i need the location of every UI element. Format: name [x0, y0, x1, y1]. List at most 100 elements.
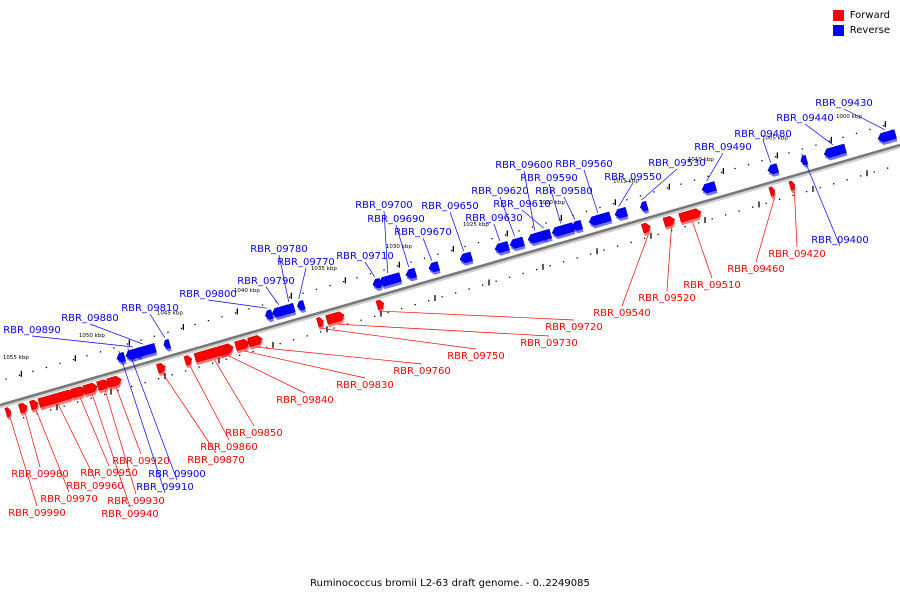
- gene-label[interactable]: RBR_09860: [200, 442, 258, 453]
- gene-label[interactable]: RBR_09430: [815, 98, 873, 109]
- gene-label[interactable]: RBR_09990: [8, 508, 66, 519]
- gene-label[interactable]: RBR_09970: [40, 494, 98, 505]
- gene-arrow[interactable]: [18, 402, 29, 416]
- gene-label[interactable]: RBR_09610: [493, 199, 551, 210]
- gene-arrow[interactable]: [768, 186, 777, 200]
- gene-leader-line: [395, 224, 410, 268]
- gene-arrow[interactable]: [116, 351, 127, 366]
- gene-arrow[interactable]: [428, 261, 441, 276]
- gene-arrow[interactable]: [459, 251, 474, 267]
- gene-label[interactable]: RBR_09760: [393, 366, 451, 377]
- gene-arrow[interactable]: [639, 200, 650, 214]
- gene-label[interactable]: RBR_09510: [683, 280, 741, 291]
- gene-arrow[interactable]: [701, 181, 718, 197]
- scale-dot: [427, 300, 430, 302]
- gene-label[interactable]: RBR_09870: [187, 455, 245, 466]
- gene-label[interactable]: RBR_09840: [276, 395, 334, 406]
- gene-arrow[interactable]: [316, 317, 325, 330]
- gene-arrow[interactable]: [125, 349, 136, 364]
- gene-arrow[interactable]: [551, 222, 576, 241]
- gene-label[interactable]: RBR_09490: [694, 142, 752, 153]
- gene-label[interactable]: RBR_09550: [604, 172, 662, 183]
- gene-arrow[interactable]: [234, 338, 252, 354]
- gene-label[interactable]: RBR_09880: [61, 313, 119, 324]
- gene-label[interactable]: RBR_09540: [593, 308, 651, 319]
- gene-arrow[interactable]: [378, 272, 403, 291]
- gene-label[interactable]: RBR_09530: [648, 158, 706, 169]
- scale-dot: [292, 339, 295, 341]
- scale-dot: [180, 327, 183, 330]
- gene-arrow[interactable]: [29, 399, 40, 413]
- gene-label[interactable]: RBR_09460: [727, 264, 785, 275]
- gene-leader-line: [422, 237, 433, 261]
- gene-label[interactable]: RBR_09960: [66, 481, 124, 492]
- gene-arrow[interactable]: [588, 211, 613, 230]
- gene-arrow[interactable]: [540, 228, 553, 243]
- gene-label[interactable]: RBR_09930: [107, 496, 165, 507]
- gene-arrow[interactable]: [372, 277, 383, 292]
- gene-label[interactable]: RBR_09400: [811, 235, 869, 246]
- gene-label[interactable]: RBR_09560: [555, 159, 613, 170]
- gene-arrow[interactable]: [70, 385, 88, 401]
- gene-label[interactable]: RBR_09750: [447, 351, 505, 362]
- gene-arrow[interactable]: [571, 219, 584, 234]
- gene-arrow[interactable]: [877, 129, 898, 147]
- gene-label[interactable]: RBR_09940: [101, 509, 159, 520]
- gene-label[interactable]: RBR_09910: [136, 482, 194, 493]
- gene-label[interactable]: RBR_09600: [495, 160, 553, 171]
- gene-arrow[interactable]: [264, 309, 275, 323]
- gene-arrow[interactable]: [156, 362, 167, 377]
- gene-label[interactable]: RBR_09650: [421, 201, 479, 212]
- gene-label[interactable]: RBR_09620: [471, 186, 529, 197]
- gene-label[interactable]: RBR_09520: [638, 293, 696, 304]
- gene-label[interactable]: RBR_09670: [394, 227, 452, 238]
- gene-arrow[interactable]: [788, 180, 797, 194]
- gene-label[interactable]: RBR_09480: [734, 129, 792, 140]
- gene-label[interactable]: RBR_09950: [80, 468, 138, 479]
- gene-arrow[interactable]: [183, 355, 194, 369]
- gene-arrow[interactable]: [296, 300, 307, 313]
- gene-label[interactable]: RBR_09690: [367, 214, 425, 225]
- gene-label[interactable]: RBR_09800: [179, 289, 237, 300]
- gene-arrow[interactable]: [823, 143, 848, 162]
- gene-label[interactable]: RBR_09790: [237, 276, 295, 287]
- gene-arrow[interactable]: [662, 215, 677, 230]
- gene-arrow[interactable]: [614, 206, 629, 222]
- gene-arrow[interactable]: [641, 222, 652, 236]
- gene-label[interactable]: RBR_09440: [776, 113, 834, 124]
- gene-arrow[interactable]: [82, 382, 100, 398]
- gene-arrow[interactable]: [325, 311, 347, 328]
- gene-label[interactable]: RBR_09630: [465, 213, 523, 224]
- gene-arrow[interactable]: [800, 154, 809, 168]
- scale-dot: [481, 284, 484, 286]
- gene-arrow[interactable]: [494, 241, 511, 256]
- gene-label[interactable]: RBR_09780: [250, 244, 308, 255]
- gene-arrow[interactable]: [767, 163, 780, 178]
- gene-label[interactable]: RBR_09980: [11, 469, 69, 480]
- gene-label[interactable]: RBR_09890: [3, 325, 61, 336]
- gene-label[interactable]: RBR_09710: [336, 251, 394, 262]
- gene-arrow[interactable]: [375, 299, 386, 313]
- gene-label[interactable]: RBR_09720: [545, 322, 603, 333]
- gene-label[interactable]: RBR_09580: [535, 186, 593, 197]
- gene-label[interactable]: RBR_09850: [225, 428, 283, 439]
- gene-label[interactable]: RBR_09730: [520, 338, 578, 349]
- gene-arrow[interactable]: [271, 304, 292, 322]
- gene-label[interactable]: RBR_09420: [768, 249, 826, 260]
- gene-arrow[interactable]: [405, 267, 418, 282]
- gene-label[interactable]: RBR_09700: [355, 200, 413, 211]
- backbone-shadow: [0, 145, 900, 409]
- gene-arrow[interactable]: [163, 338, 172, 352]
- gene-arrow[interactable]: [678, 208, 703, 226]
- gene-label[interactable]: RBR_09830: [336, 380, 394, 391]
- gene-label[interactable]: RBR_09590: [520, 173, 578, 184]
- gene-label[interactable]: RBR_09770: [277, 257, 335, 268]
- gene-arrow[interactable]: [37, 389, 76, 411]
- gene-label[interactable]: RBR_09900: [148, 469, 206, 480]
- gene-label[interactable]: RBR_09920: [112, 456, 170, 467]
- gene-label[interactable]: RBR_09810: [121, 303, 179, 314]
- gene-arrow[interactable]: [96, 378, 111, 394]
- gene-arrow[interactable]: [193, 344, 232, 366]
- gene-arrow[interactable]: [509, 236, 526, 252]
- gene-arrow[interactable]: [4, 407, 13, 420]
